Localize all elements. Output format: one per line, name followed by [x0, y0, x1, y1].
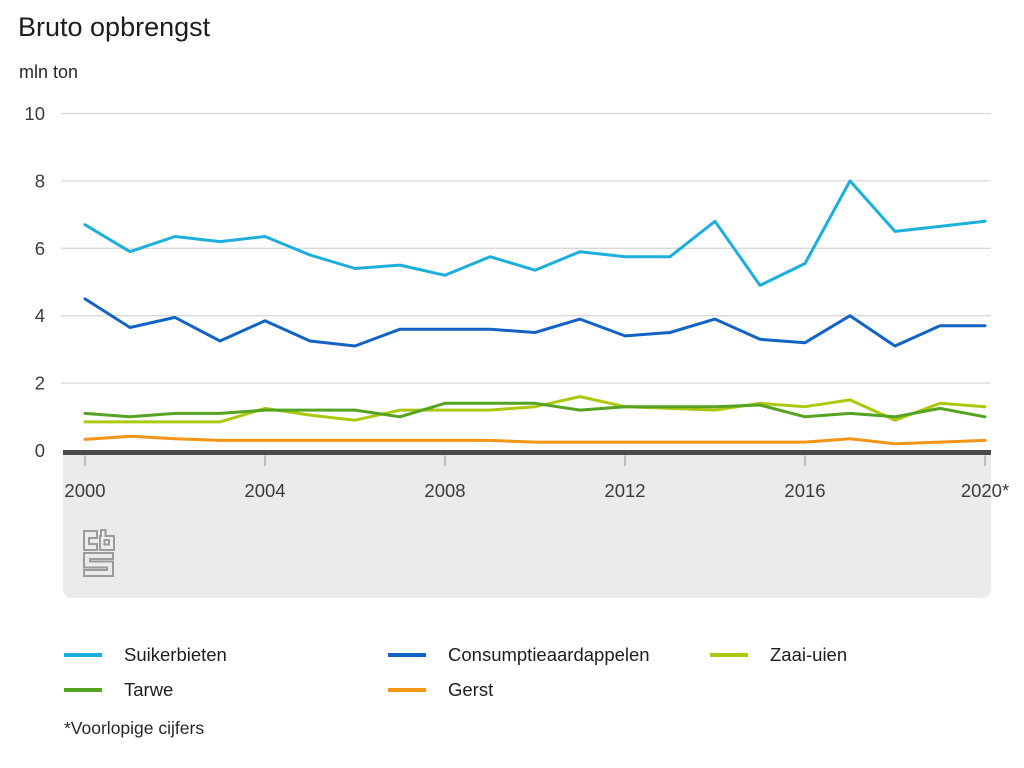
- x-axis-ticks: 2000 2004 2008 2012 2016 2020*: [64, 455, 1009, 501]
- legend-label-tarwe: Tarwe: [124, 679, 174, 700]
- y-tick-label-2: 2: [35, 373, 45, 394]
- y-axis-labels: 0 2 4 6 8 10: [24, 103, 45, 461]
- cbs-logo-c: [83, 530, 98, 551]
- series-line-tarwe: [83, 401, 987, 419]
- legend-swatch-suikerbieten: [64, 653, 102, 657]
- legend-label-gerst: Gerst: [448, 679, 494, 700]
- series-line-gerst: [83, 434, 987, 446]
- footnote: *Voorlopige cijfers: [64, 718, 205, 738]
- cbs-logo-s: [83, 552, 114, 577]
- legend-label-suikerbieten: Suikerbieten: [124, 644, 227, 665]
- xaxis-band: [63, 454, 991, 598]
- legend-swatch-zaai-uien: [710, 653, 748, 657]
- cbs-logo-b-hole: [103, 539, 110, 546]
- legend-item-consumptieaardappelen[interactable]: Consumptieaardappelen: [388, 644, 650, 666]
- x-tick-label-2016: 2016: [784, 480, 825, 501]
- chart-plot: [83, 179, 987, 446]
- page-title: Bruto opbrengst: [18, 12, 211, 42]
- legend-item-tarwe[interactable]: Tarwe: [64, 679, 173, 701]
- y-tick-label-8: 8: [35, 170, 45, 191]
- x-axis-line: [63, 450, 991, 455]
- series-line-zaai-uien: [83, 395, 987, 424]
- gridlines: [61, 112, 991, 384]
- legend-item-suikerbieten[interactable]: Suikerbieten: [64, 644, 227, 666]
- x-tick-label-2020: 2020*: [961, 480, 1009, 501]
- series-line-consumptieaardappelen: [83, 297, 987, 348]
- legend-item-gerst[interactable]: Gerst: [388, 679, 493, 701]
- chart-canvas: 2000 2004 2008 2012 2016 2020* 0 2 4 6 8 10: [24, 103, 1009, 598]
- unit-label: mln ton: [19, 62, 79, 82]
- x-tick-label-2012: 2012: [604, 480, 645, 501]
- x-tick-label-2004: 2004: [244, 480, 285, 501]
- series-line-suikerbieten: [83, 179, 987, 287]
- legend-swatch-tarwe: [64, 688, 102, 692]
- legend-swatch-consumptieaardappelen: [388, 653, 426, 657]
- y-tick-label-4: 4: [35, 305, 45, 326]
- y-tick-label-0: 0: [35, 440, 45, 461]
- x-tick-label-2000: 2000: [64, 480, 105, 501]
- x-tick-label-2008: 2008: [424, 480, 465, 501]
- legend-label-consumptieaardappelen: Consumptieaardappelen: [448, 644, 650, 665]
- legend-item-zaai-uien[interactable]: Zaai-uien: [710, 644, 847, 666]
- y-tick-label-10: 10: [24, 103, 45, 124]
- legend-swatch-gerst: [388, 688, 426, 692]
- cbs-logo-b: [99, 529, 115, 551]
- legend-label-zaai-uien: Zaai-uien: [770, 644, 848, 665]
- y-tick-label-6: 6: [35, 238, 45, 259]
- cbs-logo: [83, 529, 115, 577]
